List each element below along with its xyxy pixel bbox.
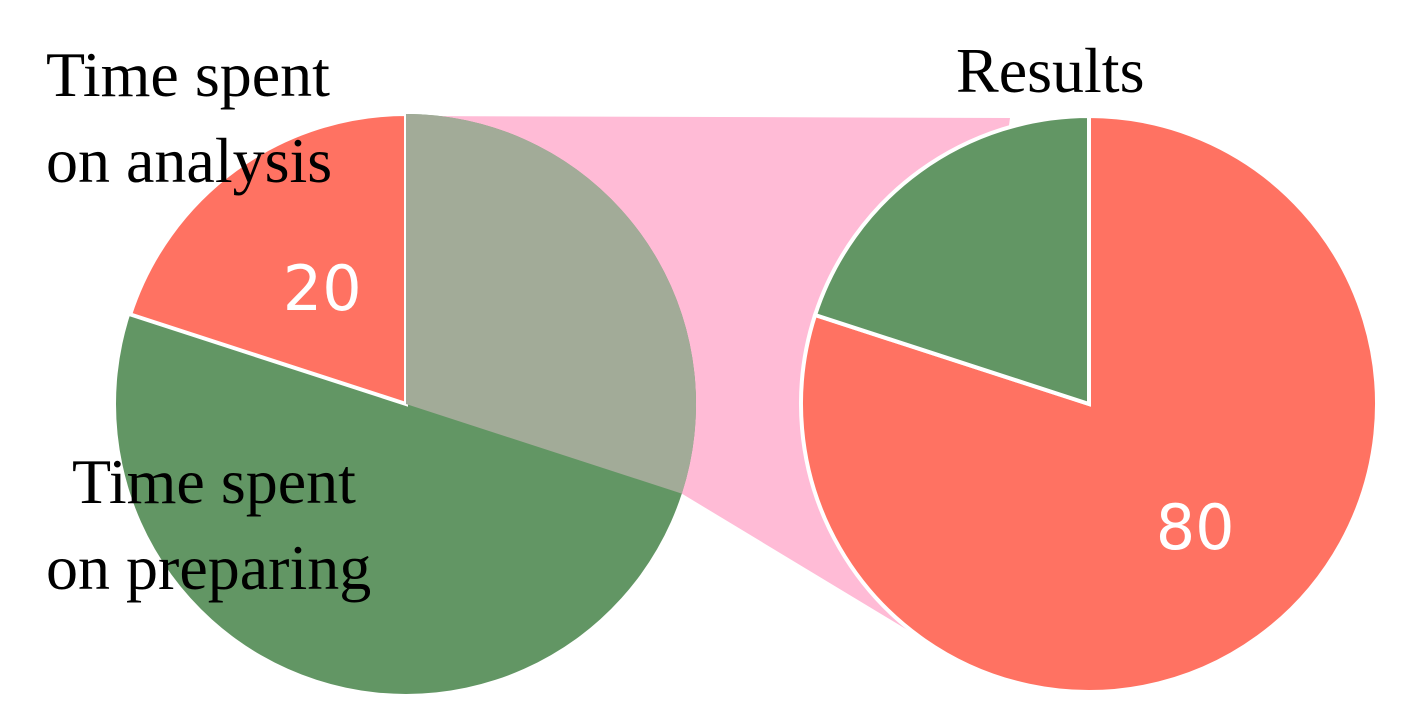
pie-slice-overlay xyxy=(406,114,696,494)
pie-slice-analysis xyxy=(127,111,408,407)
label-preparing-line-1: Time spent xyxy=(72,446,356,517)
label-analysis-line-2: on analysis xyxy=(46,125,332,196)
data-label-20: 20 xyxy=(283,252,362,325)
results-title: Results xyxy=(956,35,1144,106)
label-preparing-line-2: on preparing xyxy=(46,532,371,603)
data-label-80: 80 xyxy=(1156,491,1235,564)
results-slice-20 xyxy=(812,113,1091,407)
label-analysis-line-1: Time spent xyxy=(46,39,330,110)
